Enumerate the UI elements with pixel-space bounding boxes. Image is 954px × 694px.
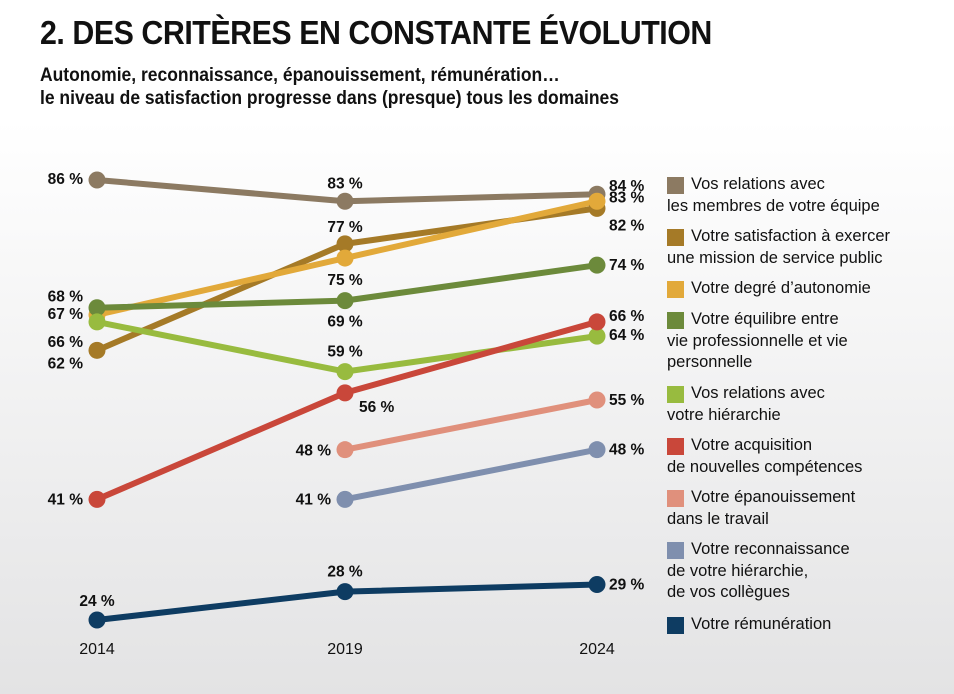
data-label-s6-2014: 41 % — [48, 491, 84, 508]
data-point-s6-2014 — [88, 490, 106, 508]
x-axis-ticks: 2014 2019 2024 — [79, 641, 615, 658]
legend-label: Votre rémunération — [691, 615, 832, 633]
data-label-s5-2019: 59 % — [327, 344, 363, 361]
legend-label: Votre satisfaction à exercer une mission… — [667, 227, 891, 267]
subtitle-line-1: Autonomie, reconnaissance, épanouissemen… — [40, 65, 560, 86]
series-points — [88, 171, 606, 629]
data-point-s2-2019 — [336, 235, 354, 253]
legend-item-7: Votre épanouissement dans le travail — [667, 487, 942, 530]
data-label-s5-2024: 64 % — [609, 327, 645, 344]
data-label-s1-2014: 86 % — [48, 171, 84, 188]
legend-label: Votre reconnaissance de votre hiérarchie… — [667, 540, 850, 601]
data-label-s4-2019: 69 % — [327, 314, 363, 331]
legend-item-9: Votre rémunération — [667, 614, 942, 636]
data-label-s3-2019: 75 % — [327, 272, 363, 289]
x-tick-2024: 2024 — [579, 641, 615, 658]
data-point-s8-2024 — [588, 441, 606, 459]
data-label-s1-2024: 84 % — [609, 178, 645, 195]
data-label-s2-2019: 77 % — [327, 219, 363, 236]
data-point-s7-2019 — [336, 441, 354, 459]
legend-label: Votre degré d’autonomie — [691, 279, 871, 297]
data-point-s4-2024 — [588, 256, 606, 274]
legend-item-4: Votre équilibre entre vie professionnell… — [667, 309, 942, 374]
legend-swatch — [667, 281, 684, 298]
legend-swatch — [667, 229, 684, 246]
data-label-s6-2019: 56 % — [359, 399, 395, 416]
data-label-s8-2024: 48 % — [609, 442, 645, 459]
data-point-s4-2014 — [88, 299, 106, 317]
legend-label: Vos relations avec les membres de votre … — [667, 175, 880, 215]
data-point-s9-2014 — [88, 611, 106, 629]
data-point-s3-2024 — [588, 192, 606, 210]
data-point-s5-2024 — [588, 327, 606, 345]
legend-swatch — [667, 438, 684, 455]
data-point-s7-2024 — [588, 391, 606, 409]
data-label-s9-2024: 29 % — [609, 577, 645, 594]
data-point-s6-2024 — [588, 313, 606, 331]
legend-item-8: Votre reconnaissance de votre hiérarchie… — [667, 539, 942, 604]
legend-item-6: Votre acquisition de nouvelles compétenc… — [667, 435, 942, 478]
data-label-s3-2024: 83 % — [609, 189, 645, 206]
legend-swatch — [667, 312, 684, 329]
legend-item-5: Vos relations avec votre hiérarchie — [667, 383, 942, 426]
legend-swatch — [667, 542, 684, 559]
legend-swatch — [667, 386, 684, 403]
data-point-s9-2024 — [588, 576, 606, 594]
data-point-s5-2014 — [88, 313, 106, 331]
data-point-s5-2019 — [336, 363, 354, 381]
chart-title: 2. DES CRITÈRES EN CONSTANTE ÉVOLUTION — [40, 14, 712, 51]
data-label-s7-2019: 48 % — [296, 443, 332, 460]
data-point-s1-2019 — [336, 192, 354, 210]
data-label-s9-2019: 28 % — [327, 564, 363, 581]
legend-item-1: Vos relations avec les membres de votre … — [667, 174, 942, 217]
legend-item-3: Votre degré d’autonomie — [667, 278, 942, 300]
data-label-s5-2014: 66 % — [48, 334, 84, 351]
legend-label: Vos relations avec votre hiérarchie — [667, 384, 825, 424]
x-tick-2014: 2014 — [79, 641, 115, 658]
data-label-s2-2024: 82 % — [609, 217, 645, 234]
data-label-s9-2014: 24 % — [79, 593, 115, 610]
value-labels: 86 % 83 % 84 %62 %77 % 82 %67 %75 %83 %68 %… — [48, 171, 645, 610]
data-point-s8-2019 — [336, 490, 354, 508]
data-point-s4-2019 — [336, 292, 354, 310]
data-point-s1-2014 — [88, 171, 106, 189]
data-label-s8-2019: 41 % — [296, 491, 332, 508]
legend-swatch — [667, 490, 684, 507]
data-label-s4-2014: 68 % — [48, 289, 84, 306]
data-point-s9-2019 — [336, 583, 354, 601]
subtitle-line-2: le niveau de satisfaction progresse dans… — [40, 88, 619, 109]
legend-label: Votre équilibre entre vie professionnell… — [667, 310, 848, 371]
legend-swatch — [667, 617, 684, 634]
series-line-8 — [344, 446, 598, 503]
legend-swatch — [667, 177, 684, 194]
x-tick-2019: 2019 — [327, 641, 363, 658]
data-label-s3-2014: 67 % — [48, 306, 84, 323]
data-point-s6-2019 — [336, 384, 354, 402]
legend-label: Votre épanouissement dans le travail — [667, 488, 856, 528]
data-label-s6-2024: 66 % — [609, 308, 645, 325]
chart-subtitle: Autonomie, reconnaissance, épanouissemen… — [40, 64, 619, 110]
data-label-s7-2024: 55 % — [609, 392, 645, 409]
legend-label: Votre acquisition de nouvelles compétenc… — [667, 436, 863, 476]
data-point-s2-2014 — [88, 341, 106, 359]
data-label-s1-2019: 83 % — [327, 175, 363, 192]
legend-item-2: Votre satisfaction à exercer une mission… — [667, 226, 942, 269]
data-label-s2-2014: 62 % — [48, 355, 84, 372]
data-point-s3-2019 — [336, 249, 354, 267]
series-line-7 — [344, 397, 598, 453]
data-label-s4-2024: 74 % — [609, 257, 645, 274]
